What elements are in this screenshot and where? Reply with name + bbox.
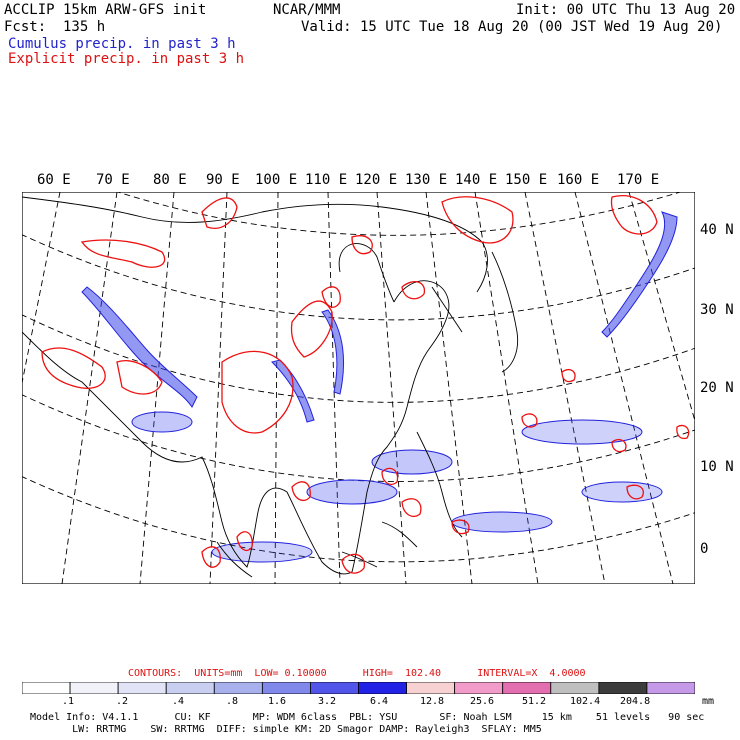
colorbar-swatch <box>213 682 263 694</box>
colorbar-swatch <box>358 682 407 694</box>
colorbar-tick: .8 <box>226 696 239 707</box>
colorbar-swatch <box>261 682 311 694</box>
lon-label: 80 E <box>153 172 187 188</box>
colorbar-swatch <box>117 682 167 694</box>
forecast-hour: Fcst: 135 h <box>4 19 106 35</box>
colorbar-swatch <box>165 682 215 694</box>
lat-label: 40 N <box>700 222 734 238</box>
org-label: NCAR/MMM <box>273 2 341 18</box>
map-frame <box>22 192 695 584</box>
colorbar-tick: 51.2 <box>522 696 547 707</box>
cumulus-label: Cumulus precip. in past 3 h <box>8 36 236 52</box>
colorbar-tick: 1.6 <box>268 696 287 707</box>
colorbar-swatch <box>69 682 119 694</box>
lon-label: 90 E <box>206 172 240 188</box>
lat-label: 10 N <box>700 459 734 475</box>
lon-label: 100 E <box>255 172 298 188</box>
lat-label: 30 N <box>700 302 734 318</box>
contour-info: CONTOURS: UNITS=mm LOW= 0.10000 HIGH= 10… <box>128 668 586 679</box>
lon-label: 130 E <box>405 172 448 188</box>
colorbar-unit: mm <box>702 696 715 707</box>
colorbar-swatch <box>454 682 504 694</box>
colorbar-tick: .1 <box>62 696 75 707</box>
colorbar-swatch <box>646 682 695 694</box>
model-info-line2: LW: RRTMG SW: RRTMG DIFF: simple KM: 2D … <box>30 724 542 735</box>
lon-label: 150 E <box>505 172 548 188</box>
colorbar-swatch <box>310 682 359 694</box>
precip-colorbar <box>22 682 695 694</box>
colorbar-tick: 12.8 <box>420 696 445 707</box>
explicit-precip-contours <box>41 195 690 574</box>
explicit-label: Explicit precip. in past 3 h <box>8 51 245 67</box>
lat-label: 20 N <box>700 380 734 396</box>
plot-title: ACCLIP 15km ARW-GFS init <box>4 2 207 18</box>
colorbar-tick: 102.4 <box>570 696 601 707</box>
colorbar-swatch <box>598 682 648 694</box>
init-time: Init: 00 UTC Thu 13 Aug 20 <box>516 2 736 18</box>
lon-label: 70 E <box>96 172 130 188</box>
colorbar-swatch <box>22 682 71 694</box>
colorbar-swatch <box>502 682 552 694</box>
valid-time: Valid: 15 UTC Tue 18 Aug 20 (00 JST Wed … <box>301 19 723 35</box>
colorbar-tick: 204.8 <box>620 696 651 707</box>
colorbar-tick: .2 <box>116 696 129 707</box>
colorbar-tick: 25.6 <box>470 696 495 707</box>
colorbar-tick: 6.4 <box>370 696 389 707</box>
colorbar-tick: 3.2 <box>318 696 337 707</box>
lon-label: 160 E <box>557 172 600 188</box>
lon-label: 140 E <box>455 172 498 188</box>
colorbar-tick: .4 <box>172 696 185 707</box>
precipitation-map <box>22 192 695 584</box>
lon-label: 60 E <box>37 172 71 188</box>
colorbar-swatch <box>550 682 600 694</box>
model-info-line1: Model Info: V4.1.1 CU: KF MP: WDM 6class… <box>30 712 705 723</box>
colorbar-swatch <box>406 682 456 694</box>
lon-label: 110 E <box>305 172 348 188</box>
lon-label: 170 E <box>617 172 660 188</box>
lat-label: 0 <box>700 541 709 557</box>
cumulus-precip-areas <box>81 211 678 563</box>
lon-label: 120 E <box>355 172 398 188</box>
